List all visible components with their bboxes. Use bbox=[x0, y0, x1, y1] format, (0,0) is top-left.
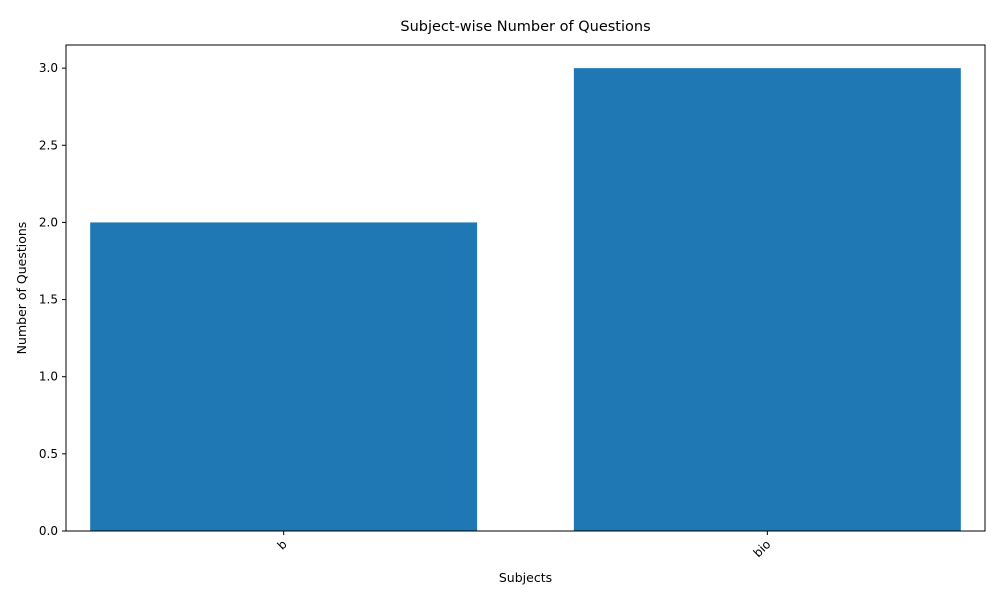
x-tick-label: b bbox=[274, 537, 289, 552]
y-tick-label: 2.5 bbox=[39, 138, 58, 152]
bar-b bbox=[90, 222, 478, 531]
x-tick-label: bio bbox=[751, 537, 774, 560]
chart-title: Subject-wise Number of Questions bbox=[400, 19, 650, 35]
bars-layer bbox=[90, 68, 961, 532]
bar-bio bbox=[573, 68, 961, 532]
y-axis-title: Number of Questions bbox=[14, 222, 29, 355]
y-tick-label: 1.5 bbox=[39, 293, 58, 307]
y-tick-label: 3.0 bbox=[39, 61, 58, 75]
x-axis-title: Subjects bbox=[499, 570, 552, 585]
plot-frame bbox=[65, 44, 986, 532]
y-tick-label: 1.0 bbox=[39, 370, 58, 384]
y-tick-label: 0.5 bbox=[39, 447, 58, 461]
y-tick-label: 0.0 bbox=[39, 524, 58, 538]
y-tick-label: 2.0 bbox=[39, 215, 58, 229]
